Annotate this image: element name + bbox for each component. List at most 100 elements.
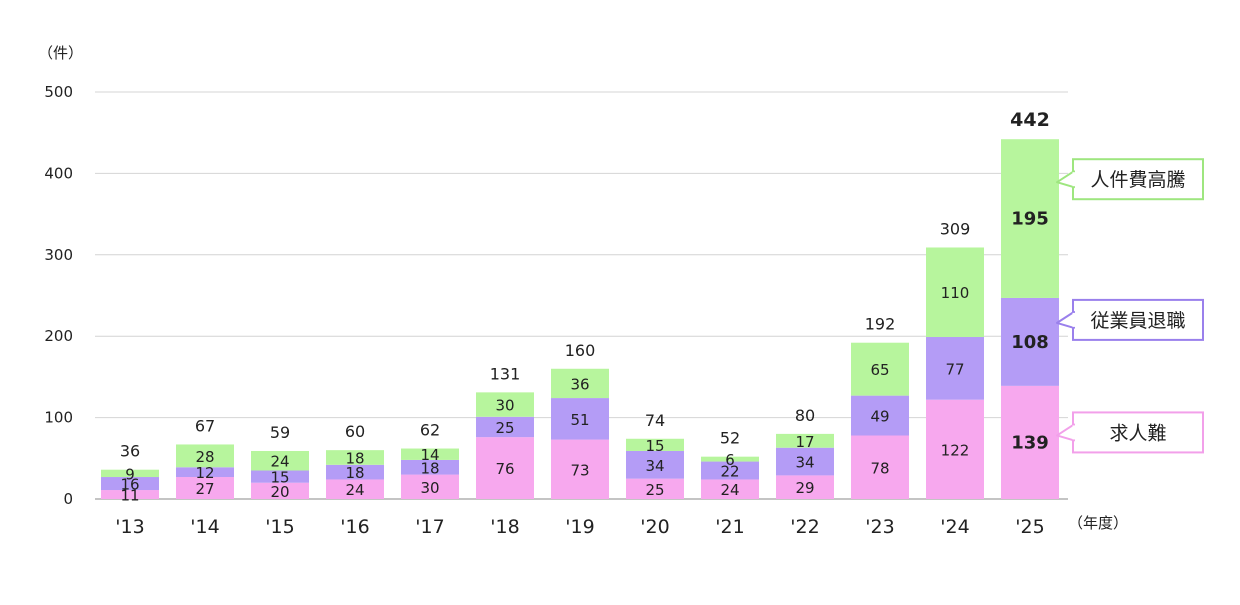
bar-segment (926, 247, 984, 338)
bar-segment (1001, 139, 1059, 298)
labels: 1116936'1327122867'1420152459'1524181860… (115, 109, 1050, 538)
bar-segment (401, 459, 459, 475)
y-tick-label: 500 (44, 83, 73, 101)
bar-segment (926, 337, 984, 400)
bar-value-label: 12 (195, 464, 214, 482)
x-tick-label: '22 (790, 516, 819, 538)
bar-segment (851, 342, 909, 396)
bar-segment (476, 392, 534, 417)
bar-segment (626, 450, 684, 479)
bar-value-label: 6 (725, 451, 735, 469)
x-tick-label: '13 (115, 516, 144, 538)
bar-segment (701, 456, 759, 462)
bar-segment (851, 435, 909, 499)
bar-value-label: 28 (195, 448, 214, 466)
bar-segment (926, 399, 984, 499)
bar-segment (551, 398, 609, 440)
bar-segment (476, 416, 534, 438)
x-axis-unit-label: （年度） (1068, 514, 1128, 532)
bar-value-label: 110 (941, 284, 970, 302)
bar-segment (626, 478, 684, 499)
legend-callout-box (1072, 411, 1204, 454)
x-tick-label: '14 (190, 516, 219, 538)
bar-segment (326, 450, 384, 465)
bar-segment (776, 447, 834, 476)
legend-callout-label: 従業員退職 (1090, 310, 1185, 332)
y-tick-label: 400 (44, 164, 73, 182)
bar-segment (401, 474, 459, 499)
bar-value-label: 18 (345, 464, 364, 482)
bar-total-label: 62 (420, 421, 440, 440)
bar-segment (101, 469, 159, 478)
legend-callout-pointer (1056, 423, 1075, 442)
bar-value-label: 51 (570, 411, 589, 429)
bar-value-label: 20 (270, 483, 289, 501)
bar-total-label: 36 (120, 442, 140, 461)
bar-value-label: 15 (270, 469, 289, 487)
y-tick-label: 100 (44, 409, 73, 427)
x-tick-label: '19 (565, 516, 594, 538)
bar-value-label: 22 (720, 463, 739, 481)
bar-value-label: 77 (945, 360, 964, 378)
bar-segment (401, 448, 459, 460)
bar-value-label: 34 (795, 454, 814, 472)
y-tick-label: 0 (63, 490, 73, 508)
bar-segment (251, 470, 309, 483)
bar-value-label: 78 (870, 459, 889, 477)
bar-segment (626, 438, 684, 451)
bar-value-label: 15 (645, 437, 664, 455)
bar-value-label: 49 (870, 408, 889, 426)
bar-segment (251, 450, 309, 471)
bar-value-label: 34 (645, 457, 664, 475)
bar-segment (326, 464, 384, 480)
legend-callout-label: 人件費高騰 (1090, 169, 1185, 191)
bar-total-label: 131 (490, 364, 521, 383)
bar-segment (776, 475, 834, 499)
bar-total-label: 160 (565, 341, 596, 360)
bar-total-label: 67 (195, 416, 215, 435)
bar-segment (176, 467, 234, 478)
bar-segment (101, 490, 159, 499)
x-tick-label: '18 (490, 516, 519, 538)
bar-segment (176, 444, 234, 468)
x-tick-label: '15 (265, 516, 294, 538)
bar-total-label: 80 (795, 406, 815, 425)
bar-value-label: 27 (195, 480, 214, 498)
bars (101, 139, 1059, 499)
bar-total-label: 192 (865, 315, 896, 334)
bar-segment (1001, 385, 1059, 499)
x-tick-label: '17 (415, 516, 444, 538)
bar-segment (176, 477, 234, 499)
bar-total-label: 309 (940, 219, 971, 238)
y-tick-label: 300 (44, 246, 73, 264)
x-tick-label: '24 (940, 516, 969, 538)
bar-value-label: 108 (1011, 332, 1049, 353)
bar-value-label: 24 (270, 453, 289, 471)
bar-total-label: 59 (270, 423, 290, 442)
bar-segment (701, 461, 759, 480)
bar-value-label: 65 (870, 361, 889, 379)
x-tick-label: '16 (340, 516, 369, 538)
bar-value-label: 29 (795, 479, 814, 497)
bar-value-label: 73 (570, 461, 589, 479)
bar-total-label: 74 (645, 411, 665, 430)
bar-total-label: 442 (1010, 109, 1050, 131)
bar-value-label: 18 (420, 459, 439, 477)
bar-value-label: 24 (720, 481, 739, 499)
x-tick-label: '25 (1015, 516, 1044, 538)
bar-segment (551, 368, 609, 399)
bar-segment (251, 482, 309, 499)
bar-value-label: 17 (795, 433, 814, 451)
bar-segment (701, 479, 759, 499)
bar-total-label: 52 (720, 429, 740, 448)
bar-value-label: 139 (1011, 432, 1049, 453)
bar-value-label: 9 (125, 465, 135, 483)
x-tick-label: '21 (715, 516, 744, 538)
bar-value-label: 30 (420, 479, 439, 497)
y-axis-unit-label: （件） (38, 44, 83, 62)
bar-segment (776, 433, 834, 448)
bar-value-label: 122 (941, 441, 970, 459)
bar-value-label: 24 (345, 481, 364, 499)
